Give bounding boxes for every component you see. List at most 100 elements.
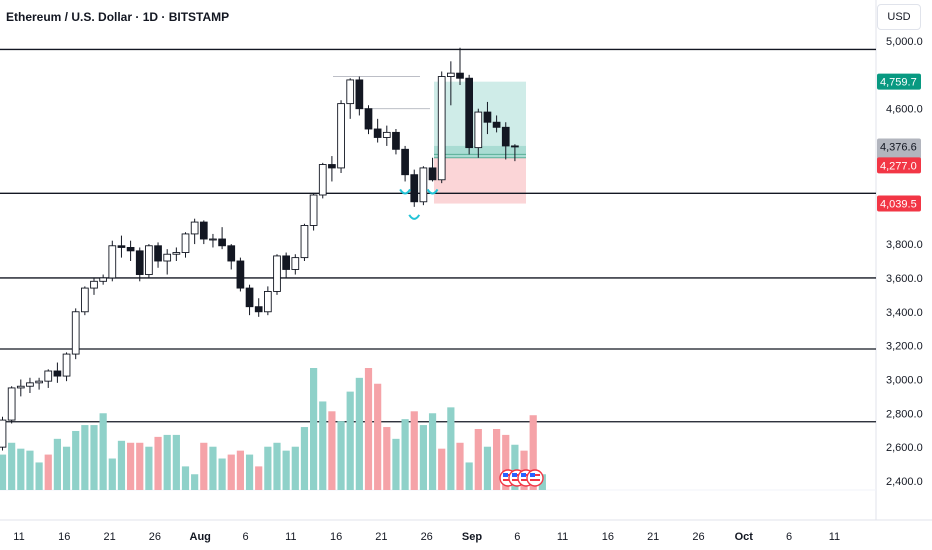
candle bbox=[483, 111, 492, 123]
time-tick-label: 21 bbox=[103, 531, 115, 543]
candle bbox=[382, 131, 391, 138]
volume-bar bbox=[145, 446, 153, 490]
volume-bar bbox=[117, 440, 126, 490]
candle bbox=[16, 385, 25, 389]
candle bbox=[254, 306, 263, 313]
time-tick-label: 26 bbox=[692, 531, 704, 543]
candle bbox=[300, 225, 309, 259]
time-tick-label: 6 bbox=[786, 531, 792, 543]
volume-bar bbox=[245, 454, 254, 490]
time-tick-label: 11 bbox=[829, 531, 840, 543]
volume-bar bbox=[35, 462, 43, 490]
volume-bar bbox=[438, 448, 446, 490]
time-tick-label: 16 bbox=[330, 531, 342, 543]
volume-bar bbox=[355, 377, 363, 490]
candle bbox=[172, 252, 181, 255]
volume-bar bbox=[337, 421, 345, 490]
flag-canton bbox=[530, 473, 535, 477]
price-tick-label: 2,400.0 bbox=[886, 476, 923, 488]
volume-bar bbox=[374, 383, 382, 490]
volume-bar bbox=[410, 411, 418, 490]
candle bbox=[465, 77, 474, 149]
candle bbox=[218, 238, 226, 247]
candle bbox=[227, 245, 236, 262]
price-tick-label: 5,000.0 bbox=[886, 36, 923, 48]
volume-bar bbox=[181, 466, 190, 490]
volume-bar bbox=[172, 434, 180, 490]
candle bbox=[62, 353, 71, 377]
pattern-marker bbox=[399, 188, 411, 195]
volume-bar bbox=[474, 429, 482, 490]
candle bbox=[410, 174, 419, 203]
volume-bar bbox=[62, 446, 71, 490]
volume-bar bbox=[136, 442, 144, 490]
candle bbox=[419, 167, 428, 203]
candle bbox=[245, 287, 254, 308]
volume-bar bbox=[310, 368, 318, 490]
candle bbox=[501, 126, 510, 147]
candle bbox=[99, 277, 108, 282]
candle bbox=[318, 164, 327, 196]
candle bbox=[291, 257, 300, 270]
volume-bar bbox=[209, 446, 217, 490]
time-tick-label: 11 bbox=[285, 531, 296, 543]
target-price-tag-bg bbox=[877, 73, 921, 90]
candle bbox=[511, 145, 519, 148]
volume-bar bbox=[319, 401, 327, 490]
candle bbox=[492, 121, 501, 128]
time-tick-label: Sep bbox=[462, 531, 482, 543]
flag-canton bbox=[521, 473, 526, 477]
price-tick-label: 2,600.0 bbox=[886, 442, 923, 454]
candle bbox=[163, 253, 172, 262]
candle bbox=[328, 164, 336, 169]
volume-bar bbox=[218, 458, 226, 490]
candle bbox=[447, 72, 455, 77]
candle bbox=[80, 287, 89, 313]
time-tick-label: 11 bbox=[557, 531, 568, 543]
volume-bar bbox=[8, 442, 16, 490]
volume-bar bbox=[26, 450, 34, 490]
volume-bar bbox=[428, 413, 437, 490]
currency-button[interactable]: USD bbox=[877, 4, 921, 30]
volume-bar bbox=[17, 448, 25, 490]
time-tick-label: 16 bbox=[58, 531, 70, 543]
volume-bar bbox=[163, 434, 171, 490]
time-tick-label: 21 bbox=[647, 531, 659, 543]
price-tick-label: 3,800.0 bbox=[886, 239, 923, 251]
volume-bar bbox=[419, 425, 427, 490]
price-tick-label: 3,600.0 bbox=[886, 273, 923, 285]
candle bbox=[199, 221, 208, 240]
volume-bar bbox=[273, 442, 281, 490]
time-tick-label: 11 bbox=[13, 531, 24, 543]
candle bbox=[437, 76, 446, 181]
volume-bar bbox=[264, 446, 272, 490]
volume-bar bbox=[255, 466, 263, 490]
candle bbox=[126, 247, 135, 252]
flag-stripe bbox=[512, 479, 522, 481]
chart-title: Ethereum / U.S. Dollar · 1D · BITSTAMP bbox=[6, 10, 230, 24]
candle bbox=[7, 387, 16, 421]
volume-bar bbox=[392, 438, 400, 490]
time-tick-label: 21 bbox=[375, 531, 387, 543]
candle bbox=[337, 103, 345, 169]
candle bbox=[428, 167, 437, 181]
target-price-tag: 4,759.7 bbox=[880, 77, 917, 89]
candle bbox=[26, 382, 34, 387]
candle bbox=[71, 311, 80, 355]
volume-bar bbox=[236, 450, 244, 490]
stop-loss-tag-bg bbox=[877, 195, 921, 212]
volume-bar bbox=[447, 407, 455, 490]
pattern-marker bbox=[408, 214, 421, 220]
time-tick-label: 6 bbox=[514, 531, 520, 543]
candle bbox=[53, 370, 62, 377]
volume-bar bbox=[401, 419, 409, 490]
stop-loss-tag: 4,039.5 bbox=[880, 199, 917, 211]
volume-bar bbox=[529, 415, 537, 490]
candle bbox=[35, 380, 43, 384]
candle bbox=[44, 370, 53, 382]
candle bbox=[117, 245, 126, 248]
volume-bar bbox=[0, 454, 7, 490]
candle bbox=[154, 245, 162, 262]
volume-bar bbox=[227, 454, 235, 490]
